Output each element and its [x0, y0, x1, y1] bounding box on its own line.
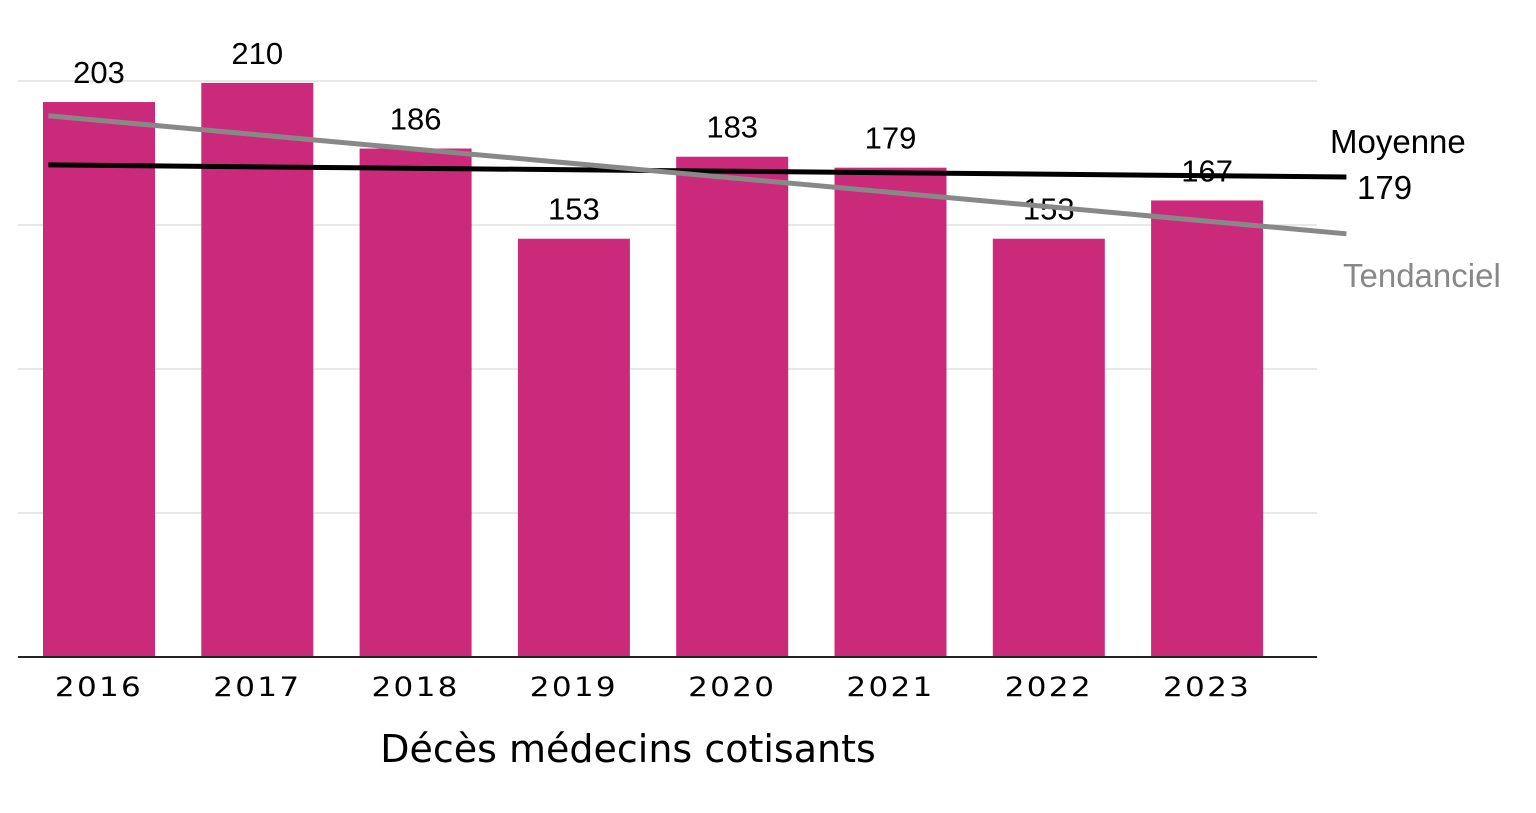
- value-labels: 203210186153183179153167: [73, 36, 1233, 227]
- value-label-2021: 179: [865, 121, 917, 156]
- moyenne-label: Moyenne: [1330, 123, 1466, 160]
- tendanciel-line: [48, 113, 1347, 237]
- bar-2017: [201, 82, 314, 657]
- x-tick-2018: 2018: [372, 671, 460, 703]
- value-label-2019: 153: [548, 192, 600, 227]
- reference-lines: [48, 113, 1347, 237]
- x-tick-2021: 2021: [846, 671, 934, 703]
- x-tick-2017: 2017: [213, 671, 301, 703]
- value-label-2017: 210: [231, 36, 283, 71]
- value-label-2016: 203: [73, 55, 125, 90]
- x-tick-2023: 2023: [1163, 671, 1251, 703]
- bar-2022: [992, 238, 1105, 657]
- value-label-2018: 186: [390, 102, 442, 137]
- moyenne-line: [48, 162, 1347, 180]
- bar-2018: [359, 148, 472, 657]
- bar-2021: [834, 167, 947, 657]
- bar-2023: [1151, 200, 1264, 657]
- tendanciel-label: Tendanciel: [1343, 257, 1501, 294]
- bar-2019: [517, 238, 630, 657]
- value-label-2023: 167: [1181, 153, 1233, 188]
- x-tick-2020: 2020: [688, 671, 776, 703]
- x-tick-labels: 2016 2017 2018 2019 2020 2021 2022 2023: [55, 671, 1251, 703]
- value-label-2020: 183: [706, 110, 758, 145]
- x-tick-2019: 2019: [530, 671, 618, 703]
- chart-title: Décès médecins cotisants: [380, 727, 876, 771]
- bar-2020: [676, 156, 789, 657]
- bars: [43, 82, 1264, 658]
- x-tick-2016: 2016: [55, 671, 143, 703]
- moyenne-value-label: 179: [1357, 169, 1412, 206]
- x-tick-2022: 2022: [1005, 671, 1093, 703]
- bar-2016: [43, 102, 155, 658]
